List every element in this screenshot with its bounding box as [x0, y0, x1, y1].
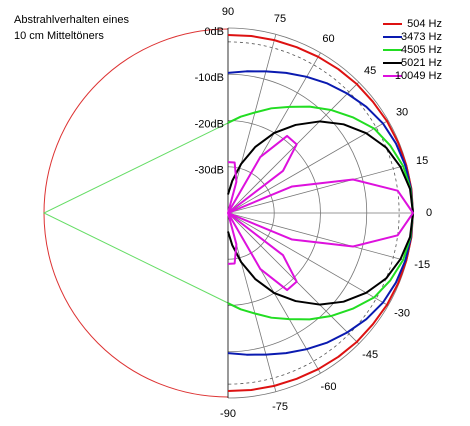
spoke [227, 212, 407, 262]
chart-title: Abstrahlverhalten eines [14, 14, 129, 26]
theta-tick-label: -60 [321, 381, 337, 393]
chart-title: 10 cm Mitteltöners [14, 30, 104, 42]
legend-label: 504 Hz [407, 18, 442, 30]
theta-tick-label: 30 [396, 106, 408, 118]
theta-tick-label: -75 [272, 401, 288, 413]
legend-label: 10049 Hz [395, 70, 442, 82]
theta-tick-label: -30 [394, 307, 410, 319]
r-tick-label: 0dB [204, 26, 224, 38]
theta-tick-label: 60 [322, 33, 334, 45]
left-outline [43, 28, 229, 398]
theta-tick-label: 45 [364, 65, 376, 77]
theta-tick-label: 75 [274, 13, 286, 25]
theta-tick-label: -45 [362, 349, 378, 361]
spoke [227, 212, 360, 345]
theta-tick-label: 15 [416, 155, 428, 167]
spoke [227, 81, 360, 214]
theta-tick-label: -90 [220, 408, 236, 420]
r-tick-label: -10dB [195, 72, 224, 84]
spoke [227, 212, 389, 306]
legend-label: 4505 Hz [401, 44, 442, 56]
legend-label: 3473 Hz [401, 31, 442, 43]
left-outline [42, 122, 229, 304]
spoke [227, 164, 407, 214]
legend-label: 5021 Hz [401, 57, 442, 69]
spoke [227, 120, 389, 214]
r-tick-label: -20dB [195, 118, 224, 130]
theta-tick-label: -15 [414, 259, 430, 271]
r-tick-label: -30dB [195, 165, 224, 177]
series-line [227, 134, 414, 292]
theta-tick-label: 90 [222, 6, 234, 18]
theta-tick-label: 0 [426, 207, 432, 219]
